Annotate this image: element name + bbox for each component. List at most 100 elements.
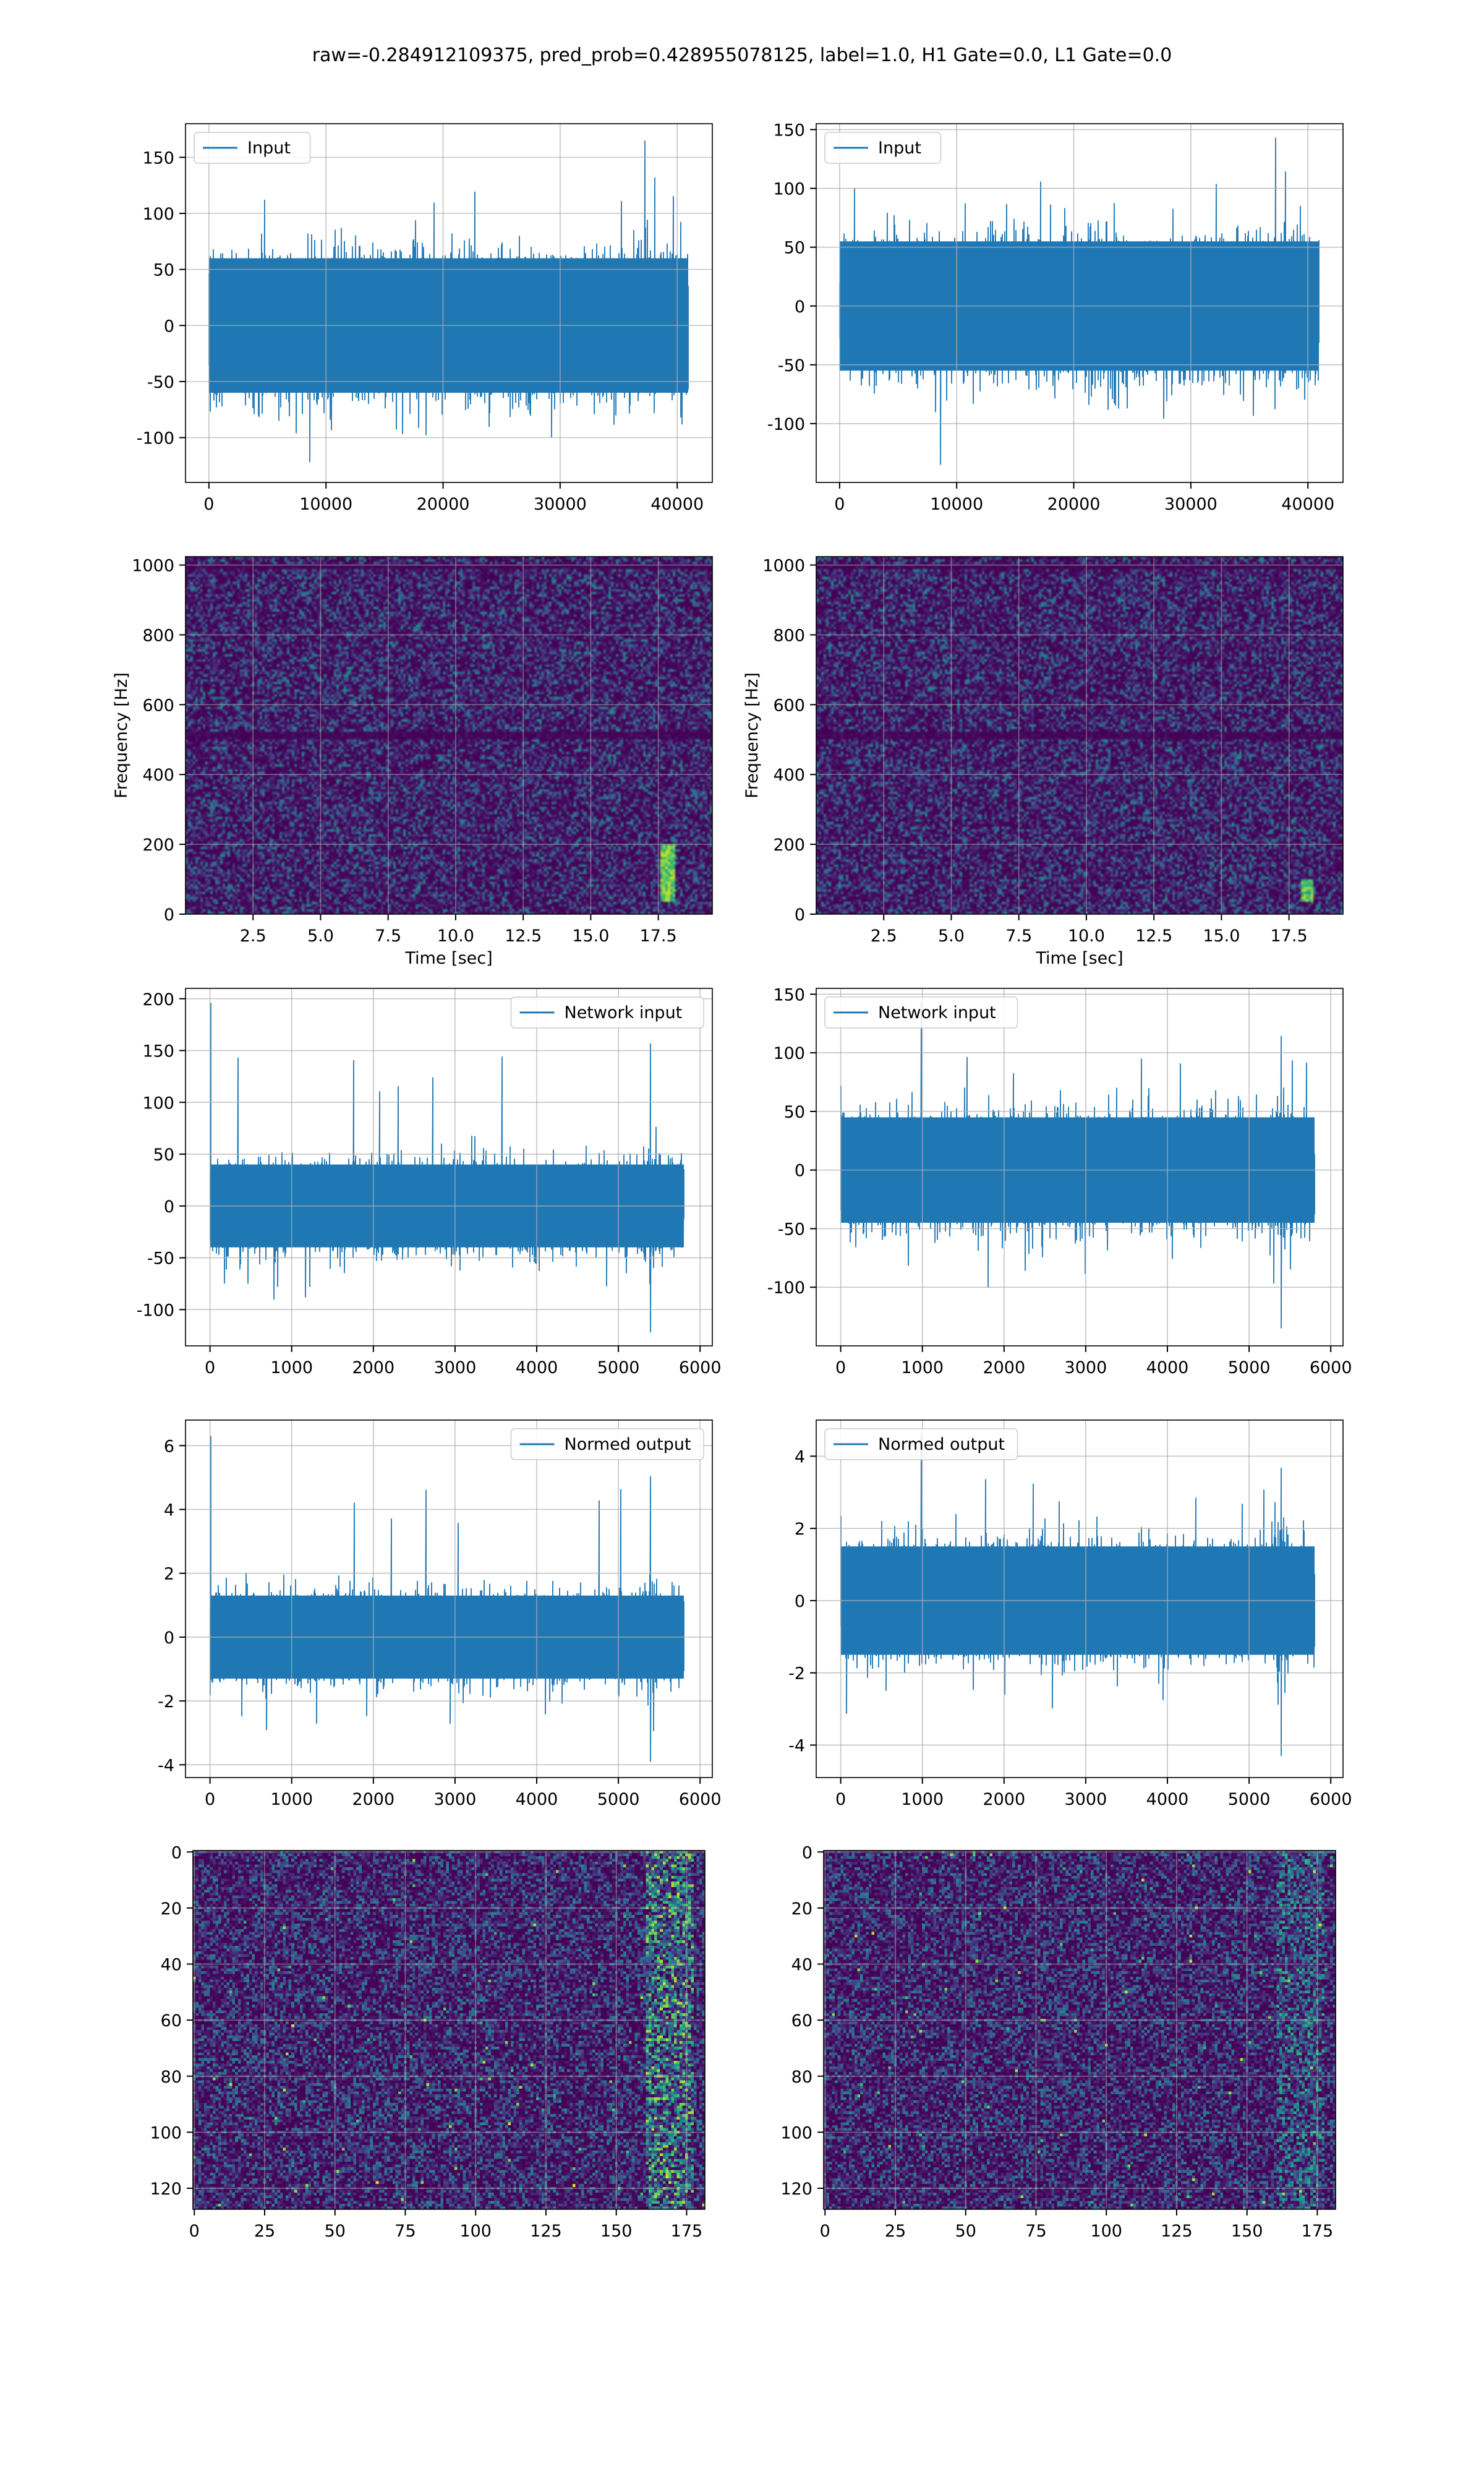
y-tick-label: 100: [780, 2123, 812, 2142]
x-tick-label: 5.0: [307, 927, 334, 946]
axes-frame: [185, 1419, 713, 1778]
y-tick-label: 800: [773, 626, 805, 645]
y-tick-label: 0: [164, 317, 174, 336]
x-tick-label: 20000: [417, 495, 470, 514]
x-tick-label: 5000: [597, 1790, 640, 1809]
y-tick-label: 150: [773, 985, 805, 1004]
y-tick-label: 600: [773, 696, 805, 715]
x-tick-label: 0: [834, 495, 845, 514]
y-tick-label: 150: [142, 1042, 174, 1061]
image-left-chart: 0 25 50 75 100 125 150 175 0 20 40 60 80 100 120: [150, 1843, 706, 2241]
y-tick-label: 100: [773, 180, 805, 199]
x-tick-label: 10000: [930, 495, 983, 514]
y-tick-label: 1000: [132, 557, 174, 576]
y-tick-label: 60: [791, 2011, 812, 2031]
y-tick-label: 150: [773, 121, 805, 140]
y-tick-label: 4: [795, 1447, 805, 1466]
x-tick-label: 0: [203, 495, 214, 514]
input-right-chart: 0 10000 20000 30000 40000 -100 -50 0 50 100 150 Inp…: [767, 121, 1344, 514]
x-tick-label: 6000: [679, 1790, 722, 1809]
heatmap-image: [193, 1851, 705, 2209]
x-axis-label: Time [sec]: [404, 949, 492, 968]
y-tick-label: -4: [788, 1736, 805, 1755]
x-tick-label: 125: [530, 2222, 562, 2241]
y-axis-label: Frequency [Hz]: [743, 672, 762, 798]
x-tick-label: 150: [1231, 2222, 1263, 2241]
x-tick-label: 20000: [1047, 495, 1101, 514]
x-tick-label: 4000: [1146, 1358, 1189, 1377]
x-tick-label: 2000: [983, 1358, 1025, 1377]
y-tick-label: 100: [142, 1094, 174, 1113]
axes-frame: [816, 556, 1344, 915]
x-tick-label: 1000: [270, 1790, 313, 1809]
y-tick-label: -100: [767, 1278, 805, 1298]
y-tick-label: -4: [158, 1756, 174, 1775]
y-tick-label: 100: [142, 205, 174, 224]
x-tick-label: 7.5: [375, 927, 401, 946]
y-tick-label: 0: [795, 1592, 805, 1611]
x-tick-label: 3000: [434, 1790, 477, 1809]
x-tick-label: 4000: [1146, 1790, 1189, 1809]
y-axis-label: Frequency [Hz]: [112, 672, 131, 798]
y-tick-label: 120: [780, 2180, 812, 2199]
y-tick-label: 6: [164, 1437, 174, 1456]
spectrogram-right-chart: 2.5 5.0 7.5 10.0 12.5 15.0 17.5 0 200 400 600 800 10…: [743, 556, 1344, 968]
y-tick-label: 40: [161, 1956, 182, 1975]
y-tick-label: 0: [795, 905, 805, 925]
x-tick-label: 40000: [1281, 495, 1334, 514]
y-tick-label: 0: [164, 905, 174, 925]
y-tick-label: 120: [150, 2180, 182, 2199]
y-tick-label: -50: [778, 356, 805, 375]
x-tick-label: 25: [254, 2222, 275, 2241]
x-axis-label: Time [sec]: [1035, 949, 1123, 968]
x-tick-label: 2000: [352, 1358, 394, 1377]
y-tick-label: 4: [164, 1501, 174, 1520]
normed-output-right-chart: 0 1000 2000 3000 4000 5000 6000 -4 -2 0 2 4 Normed o…: [788, 1419, 1352, 1809]
y-tick-label: -100: [137, 429, 174, 448]
axes-frame: [816, 123, 1344, 483]
y-tick-label: 1000: [762, 557, 805, 576]
y-tick-label: 0: [795, 297, 805, 317]
legend-label: Network input: [878, 1003, 996, 1022]
x-tick-label: 2.5: [871, 927, 897, 946]
legend-frame: [824, 132, 942, 164]
legend: Network input: [824, 996, 1018, 1029]
axes-frame: [823, 1850, 1336, 2210]
y-tick-label: 50: [784, 1103, 805, 1122]
x-tick-label: 2000: [983, 1790, 1025, 1809]
x-tick-label: 0: [835, 1790, 846, 1809]
x-tick-label: 75: [394, 2222, 416, 2241]
x-tick-label: 5000: [1228, 1358, 1271, 1377]
axes-frame: [185, 988, 713, 1346]
x-tick-label: 0: [820, 2222, 830, 2241]
x-tick-label: 75: [1025, 2222, 1046, 2241]
x-tick-label: 12.5: [505, 927, 542, 946]
x-tick-label: 30000: [1164, 495, 1217, 514]
y-tick-label: -50: [147, 1249, 174, 1269]
spectrogram-image: [186, 557, 712, 914]
x-tick-label: 6000: [1310, 1358, 1352, 1377]
x-tick-label: 10.0: [1068, 927, 1105, 946]
legend: Input: [194, 132, 311, 164]
x-tick-label: 17.5: [640, 927, 677, 946]
x-tick-label: 5.0: [938, 927, 965, 946]
y-tick-label: -2: [158, 1692, 174, 1711]
x-tick-label: 12.5: [1135, 927, 1172, 946]
y-tick-label: -100: [767, 415, 805, 434]
y-tick-label: -50: [147, 373, 174, 392]
x-tick-label: 17.5: [1271, 927, 1308, 946]
y-tick-label: 60: [161, 2011, 182, 2031]
image-right-chart: 0 25 50 75 100 125 150 175 0 20 40 60 80 100 120: [780, 1843, 1336, 2241]
network-input-left-chart: 0 1000 2000 3000 4000 5000 6000 -100 -50 0 50 100 15…: [137, 988, 722, 1377]
legend-label: Network input: [565, 1003, 683, 1022]
x-tick-label: 5000: [1228, 1790, 1271, 1809]
x-tick-label: 0: [189, 2222, 200, 2241]
x-tick-label: 2.5: [240, 927, 267, 946]
legend-label: Normed output: [878, 1435, 1005, 1454]
axes-frame: [192, 1850, 706, 2210]
x-tick-label: 10.0: [437, 927, 474, 946]
legend-label: Normed output: [565, 1435, 691, 1454]
y-tick-label: -50: [778, 1220, 805, 1239]
axes-frame: [816, 1419, 1344, 1778]
